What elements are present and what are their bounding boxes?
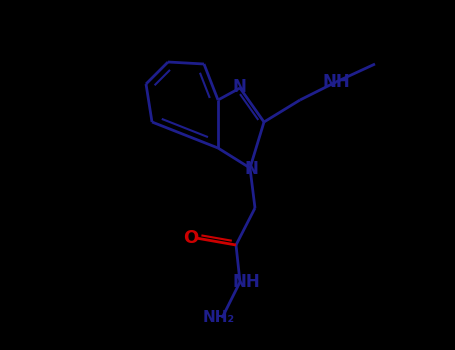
Text: O: O — [183, 229, 199, 247]
Text: NH: NH — [322, 73, 350, 91]
Text: NH₂: NH₂ — [203, 310, 235, 326]
Text: N: N — [244, 160, 258, 178]
Text: NH: NH — [232, 273, 260, 291]
Text: N: N — [232, 78, 246, 96]
